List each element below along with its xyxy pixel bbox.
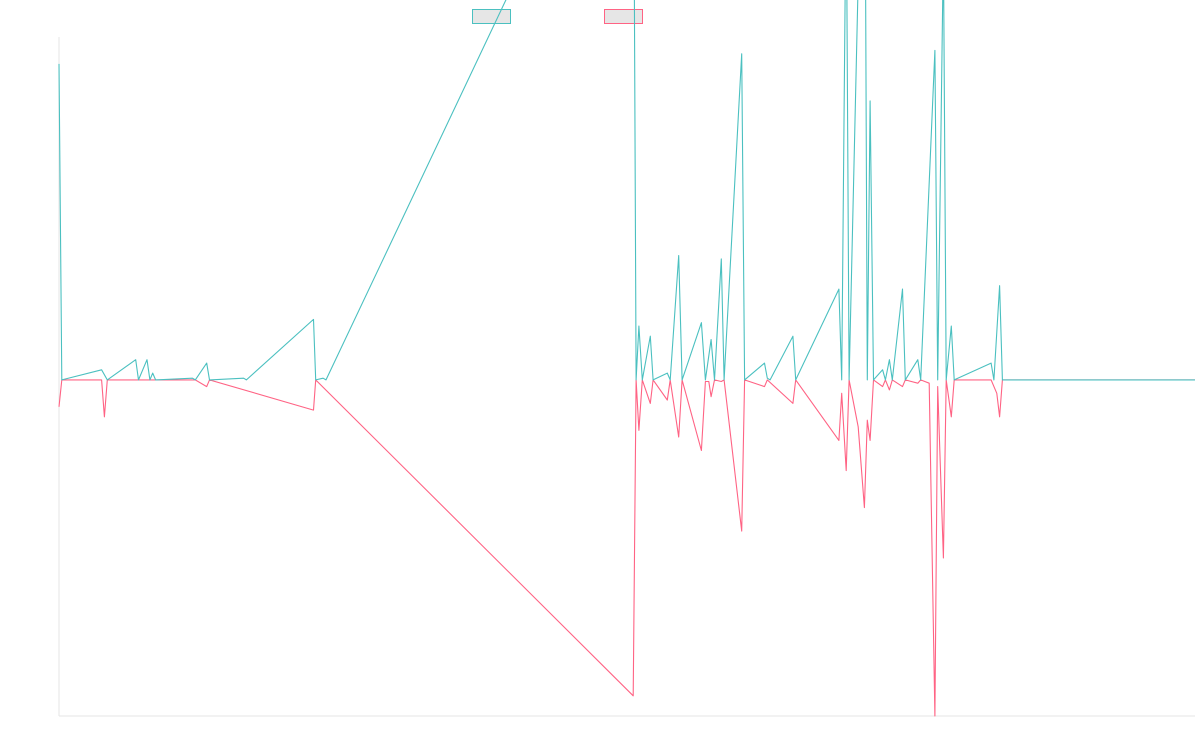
legend-swatch-series-b[interactable] xyxy=(604,9,643,24)
legend-swatch-series-a[interactable] xyxy=(472,9,511,24)
series-a-line[interactable] xyxy=(58,0,1195,381)
series-b-line[interactable] xyxy=(58,379,1195,717)
